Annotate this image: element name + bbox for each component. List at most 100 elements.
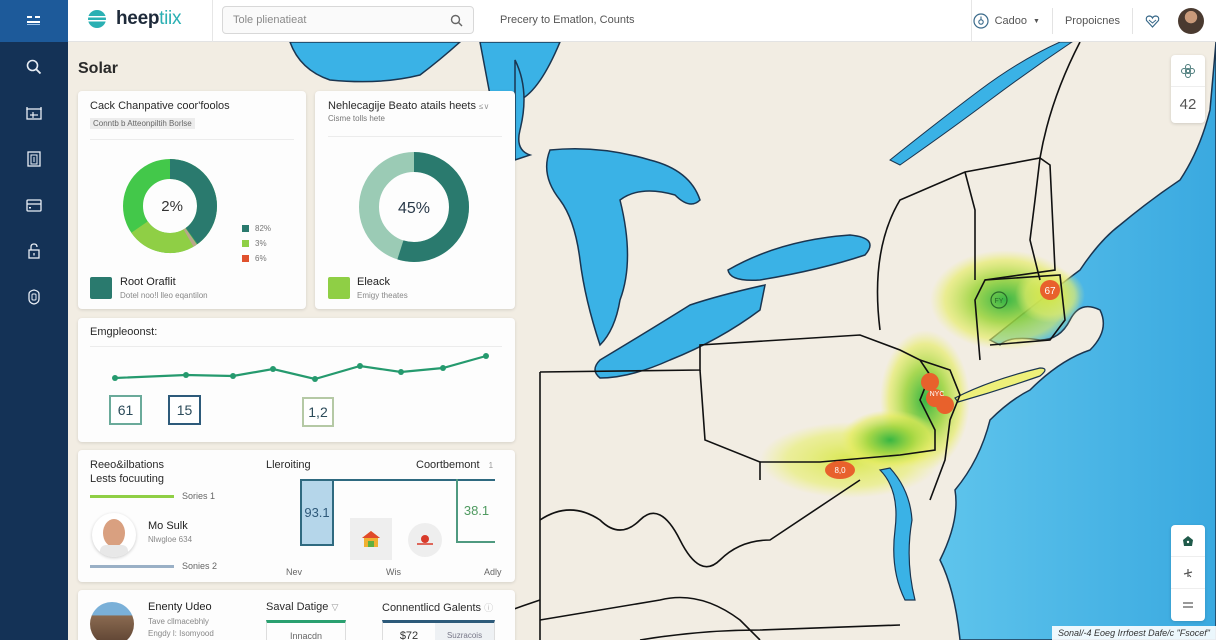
bar-value-right[interactable]: 38.1 bbox=[456, 479, 495, 543]
legend-item: 82% bbox=[242, 221, 271, 236]
donut-chart-45[interactable]: 45% bbox=[358, 151, 470, 263]
dashboard-icon bbox=[26, 107, 42, 120]
app-logo[interactable]: heeptiix bbox=[86, 8, 181, 30]
column-title: Connentlicd Galents ⓘ bbox=[382, 602, 494, 614]
series2-line bbox=[90, 565, 174, 568]
breadcrumb[interactable]: Precery to Ematlon, Counts bbox=[500, 14, 635, 26]
footer-title: Root Oraflit bbox=[120, 276, 176, 288]
menu-icon bbox=[27, 16, 40, 25]
shield-icon bbox=[28, 289, 40, 305]
video-subtitle: Tave cllmacebhly bbox=[148, 617, 209, 626]
header-separator bbox=[1132, 8, 1133, 34]
x-axis-label: Adly bbox=[484, 567, 502, 577]
svg-text:2%: 2% bbox=[157, 198, 183, 215]
divider bbox=[90, 346, 502, 347]
apple-icon bbox=[417, 535, 433, 545]
engagement-card: Emgpleoonst: 61 15 1,2 bbox=[78, 318, 515, 442]
home-icon bbox=[1183, 535, 1193, 546]
svg-text:FY: FY bbox=[995, 298, 1004, 305]
clients-tag: Suzracois bbox=[435, 623, 494, 640]
map-layer-controls: 42 bbox=[1171, 55, 1205, 123]
video-title[interactable]: Enenty Udeo bbox=[148, 601, 212, 613]
zoom-level: 42 bbox=[1179, 95, 1197, 113]
chevron-down-icon: ▼ bbox=[1033, 17, 1040, 25]
sidebar-item-reports[interactable] bbox=[0, 138, 68, 180]
footer-subtitle: Dotel noo!l lleo eqantilon bbox=[120, 291, 208, 300]
map-attribution[interactable]: Sonal/-4 Eoeg Irrfoest Dafe/c "Fsocef" bbox=[1052, 626, 1216, 640]
location-label: Cadoo bbox=[994, 15, 1028, 27]
donut-chart[interactable]: 2% bbox=[122, 158, 218, 254]
person-avatar[interactable] bbox=[92, 513, 136, 557]
app-name: heeptiix bbox=[116, 8, 182, 29]
engagement-line-chart[interactable] bbox=[78, 318, 515, 442]
favorites-button[interactable] bbox=[1133, 9, 1172, 33]
layers-button[interactable] bbox=[1171, 55, 1205, 87]
sidebar-item-security[interactable] bbox=[0, 276, 68, 318]
compass-button[interactable] bbox=[1171, 557, 1205, 589]
sidebar-item-search[interactable] bbox=[0, 46, 68, 88]
svg-text:67: 67 bbox=[1044, 286, 1056, 297]
proposals-link[interactable]: Propoicnes bbox=[1064, 15, 1120, 27]
section-title: Solar bbox=[78, 60, 119, 77]
svg-text:NYC: NYC bbox=[930, 391, 945, 398]
series2-label: Sonies 2 bbox=[182, 561, 218, 571]
card-tag: Conntb b Atteonpiltih Borlse bbox=[90, 118, 195, 129]
home-thumbnail[interactable] bbox=[350, 518, 392, 560]
header-divider bbox=[971, 0, 972, 42]
header-divider bbox=[212, 0, 213, 42]
logo-icon bbox=[88, 10, 106, 28]
search-box[interactable] bbox=[222, 6, 474, 34]
clients-field[interactable]: $72 Suzracois bbox=[382, 620, 495, 640]
svg-text:8,0: 8,0 bbox=[834, 466, 846, 475]
legend-item: 3% bbox=[242, 236, 271, 251]
menu-button[interactable] bbox=[0, 0, 68, 42]
efficiency-card: Nehlecagije Beato atails heets ≤∨ Cisme … bbox=[315, 91, 515, 309]
map-marker-vermont[interactable]: FY bbox=[990, 291, 1008, 309]
divider bbox=[328, 136, 502, 137]
card-icon bbox=[26, 198, 42, 212]
header-separator bbox=[1051, 8, 1053, 34]
card-title: Nehlecagije Beato atails heets ≤∨ bbox=[328, 100, 490, 112]
compass-icon bbox=[1183, 568, 1193, 577]
person-subtitle: Nlwgloe 634 bbox=[148, 535, 193, 544]
x-axis-label: Nev bbox=[286, 567, 303, 577]
search-icon[interactable] bbox=[450, 14, 463, 27]
stat-box: 61 bbox=[109, 395, 142, 425]
map-marker-boston[interactable]: 67 bbox=[1040, 280, 1060, 300]
column-title: Lleroiting bbox=[266, 459, 311, 471]
map-marker-baltimore[interactable]: 8,0 bbox=[825, 461, 855, 479]
energy-video-card: Enenty Udeo Tave cllmacebhly Engdy l: Is… bbox=[78, 590, 515, 640]
hamburger-icon bbox=[1183, 602, 1193, 608]
legend-swatch bbox=[328, 277, 350, 299]
design-select[interactable]: Innacdn bbox=[266, 620, 346, 640]
footer-subtitle: Emigy theates bbox=[357, 291, 408, 300]
top-header: heeptiix Precery to Ematlon, Counts Cado… bbox=[0, 0, 1216, 42]
stat-box: 15 bbox=[168, 395, 201, 425]
solar-potential-card: Cack Chanpative coor'foolos Conntb b Att… bbox=[78, 91, 306, 309]
search-icon bbox=[26, 59, 42, 75]
sidebar-item-billing[interactable] bbox=[0, 184, 68, 226]
map-marker-nyc[interactable]: NYC bbox=[921, 373, 954, 414]
heart-badge-icon bbox=[1145, 14, 1160, 28]
video-subtitle: Engdy l: Isomyood bbox=[148, 629, 214, 638]
recommendations-card: Reeo&ilbations Lests focuuting Sories 1 … bbox=[78, 450, 515, 582]
clients-value: $72 bbox=[399, 630, 419, 640]
location-icon bbox=[972, 13, 989, 29]
legend-item: 6% bbox=[242, 251, 271, 266]
home-button[interactable] bbox=[1171, 525, 1205, 557]
apple-thumbnail[interactable] bbox=[408, 523, 442, 557]
chart-top-line bbox=[300, 479, 495, 481]
user-avatar[interactable] bbox=[1178, 8, 1204, 34]
bar-value-left[interactable]: 93.1 bbox=[300, 479, 334, 546]
flower-layers-icon bbox=[1181, 63, 1195, 78]
sidebar bbox=[0, 42, 68, 640]
search-input[interactable] bbox=[233, 14, 450, 26]
legend-swatch bbox=[90, 277, 112, 299]
sidebar-item-dashboard[interactable] bbox=[0, 92, 68, 134]
column-title: Saval Datige ▽ bbox=[266, 601, 339, 613]
menu-button[interactable] bbox=[1171, 589, 1205, 621]
card-subtitle: Lests focuuting bbox=[90, 473, 164, 485]
video-thumbnail[interactable] bbox=[90, 602, 134, 640]
location-dropdown[interactable]: Cadoo ▼ bbox=[961, 9, 1052, 33]
sidebar-item-access[interactable] bbox=[0, 230, 68, 272]
